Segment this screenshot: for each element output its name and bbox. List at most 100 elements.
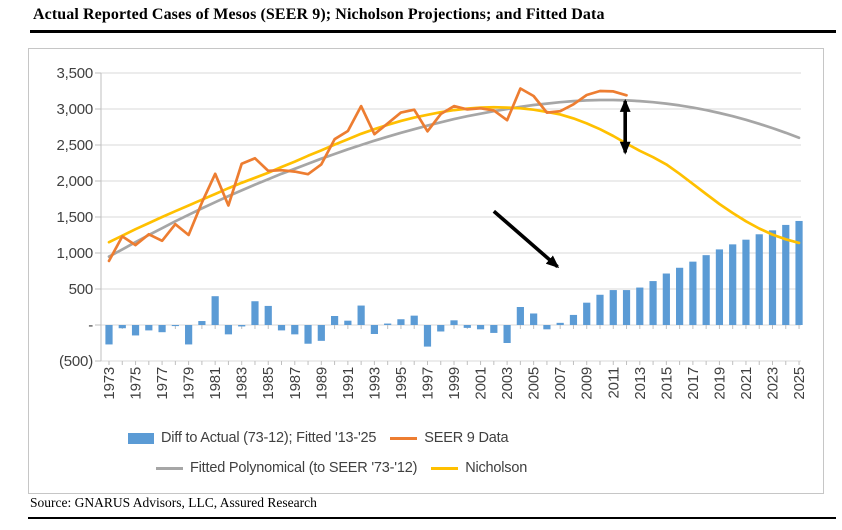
diff-bar [437, 325, 445, 332]
diff-bar [131, 325, 140, 336]
x-tick-label: 2003 [499, 367, 516, 400]
diff-bar [410, 315, 418, 325]
diff-bar [742, 239, 750, 325]
legend-label: SEER 9 Data [424, 430, 509, 446]
x-tick-label: 1995 [393, 367, 410, 400]
diff-bar [238, 325, 246, 327]
y-tick-label: - [88, 317, 93, 334]
diff-bar [118, 325, 126, 329]
diff-bar [224, 325, 233, 335]
diff-bar [782, 224, 790, 325]
x-tick-label: 2019 [711, 367, 728, 400]
x-tick-label: 2015 [658, 367, 675, 400]
title-underline [30, 30, 836, 33]
diff-bar [662, 273, 670, 325]
legend-label: Nicholson [465, 460, 528, 476]
x-tick-label: 2025 [791, 367, 808, 400]
diff-bar [543, 325, 551, 330]
diff-bar [277, 325, 286, 331]
y-tick-label: 1,500 [56, 209, 93, 226]
y-tick-label: 2,500 [56, 137, 93, 154]
diff-bar [105, 325, 113, 345]
x-tick-label: 2009 [579, 367, 596, 400]
diff-bar [755, 234, 763, 325]
diff-bar [145, 325, 153, 331]
legend-item-0: Diff to Actual (73-12); Fitted '13-'25 [128, 430, 376, 446]
legend-swatch [128, 432, 154, 444]
legend-swatch [156, 466, 183, 470]
legend-item-1: SEER 9 Data [390, 430, 509, 446]
diff-bar [649, 281, 657, 325]
diff-bar [583, 302, 591, 325]
diff-bar [185, 325, 193, 345]
diff-bar [264, 305, 272, 325]
x-tick-label: 1999 [446, 367, 463, 400]
bottom-rule [28, 517, 836, 519]
diff-bar [636, 287, 644, 325]
diff-bar [516, 307, 524, 325]
diff-bar [397, 319, 405, 325]
diff-bar [171, 325, 179, 327]
x-tick-label: 1987 [287, 367, 304, 400]
diff-bar [622, 290, 631, 325]
diff-bar [490, 325, 498, 333]
line-seer-9-data [107, 87, 628, 263]
diff-bar [569, 314, 578, 325]
x-tick-label: 1983 [234, 367, 251, 400]
diff-bar [291, 325, 299, 335]
legend-label: Fitted Polynomical (to SEER '73-'12) [190, 460, 418, 476]
y-tick-label: 3,000 [56, 101, 93, 118]
legend-label: Diff to Actual (73-12); Fitted '13-'25 [161, 430, 377, 446]
x-tick-label: 1985 [260, 367, 277, 400]
diff-bar [251, 301, 259, 325]
diff-bar [198, 321, 206, 325]
legend-swatch [390, 436, 418, 440]
x-tick-label: 1993 [366, 367, 383, 400]
diff-bar [450, 320, 458, 325]
chart-svg: 3,500 3,000 2,500 2,000 1,500 1,000 500 - (500) 1… [56, 65, 808, 400]
axis-labels: 3,500 3,000 2,500 2,000 1,500 1,000 500 - (500) 1… [56, 65, 808, 400]
chart-frame: 3,500 3,000 2,500 2,000 1,500 1,000 500 - (500) 1… [28, 48, 824, 494]
diff-bar [211, 296, 219, 325]
diff-bar [702, 255, 710, 325]
legend-item-3: Nicholson [431, 460, 527, 476]
bars-diff-series [105, 220, 803, 347]
y-tick-label: 500 [69, 281, 93, 298]
x-tick-label: 1989 [313, 367, 330, 400]
legend-row-1: Diff to Actual (73-12); Fitted '13-'25 SE… [128, 428, 522, 448]
annotations [492, 98, 631, 269]
diff-bar [729, 244, 737, 325]
x-tick-label: 1979 [181, 367, 198, 400]
diff-bar [357, 305, 365, 325]
x-tick-label: 2023 [765, 367, 782, 400]
line-nicholson [107, 105, 801, 245]
x-tick-label: 2001 [473, 367, 490, 400]
source-note: Source: GNARUS Advisors, LLC, Assured Re… [30, 495, 317, 510]
diff-bar [158, 325, 166, 333]
diff-bar [344, 320, 352, 325]
diff-bar [530, 313, 538, 325]
series-lines [107, 87, 801, 263]
diff-bar [304, 325, 312, 344]
legend-swatch [431, 466, 459, 470]
legend-item-2: Fitted Polynomical (to SEER '73-'12) [156, 460, 417, 476]
diff-bar [330, 316, 339, 325]
y-tick-label: 2,000 [56, 173, 93, 190]
diff-bar [423, 325, 432, 347]
diff-bar [317, 325, 325, 341]
x-tick-label: 1991 [340, 367, 357, 400]
x-tick-label: 2013 [632, 367, 649, 400]
diff-bar [609, 290, 617, 325]
axes [95, 72, 800, 365]
downward-trend-arrow [492, 209, 560, 269]
x-tick-label: 1977 [154, 367, 171, 400]
x-tick-label: 2005 [526, 367, 543, 400]
x-tick-label: 1973 [101, 367, 118, 400]
diff-bar [503, 325, 511, 343]
y-tick-label: (500) [59, 353, 93, 370]
diff-bar [384, 323, 392, 325]
diff-bar [370, 325, 378, 334]
legend-row-2: Fitted Polynomical (to SEER '73-'12) Nich… [156, 458, 541, 478]
y-tick-label: 3,500 [56, 65, 93, 82]
